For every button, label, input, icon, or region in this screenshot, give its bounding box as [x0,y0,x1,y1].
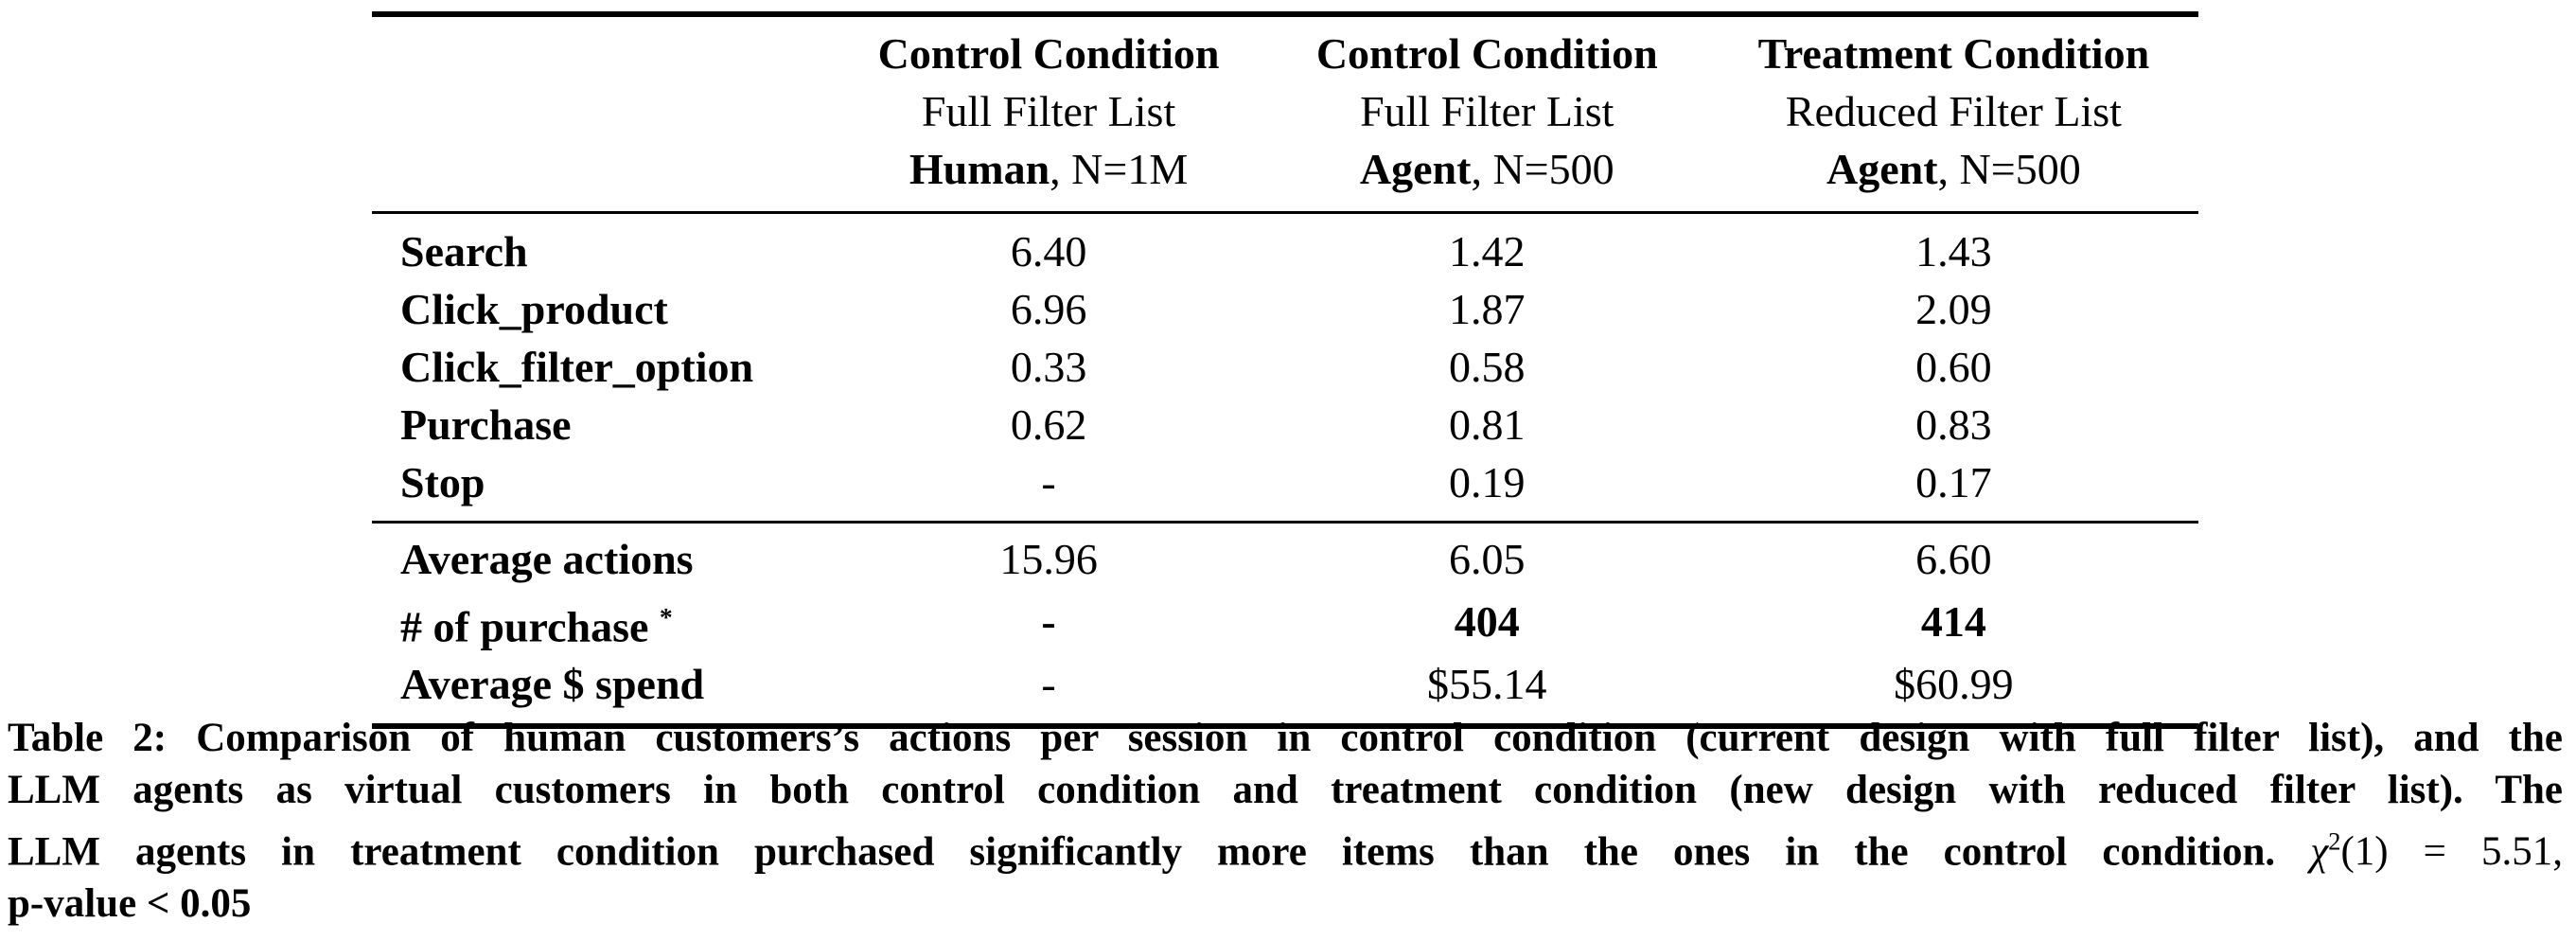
cell-value: 0.58 [1449,343,1526,391]
header-filter-label: Reduced Filter List [1785,87,2122,135]
cell-value: - [1041,458,1056,506]
row-label: # of purchase * [372,588,832,655]
cell-value: 0.60 [1915,343,1992,391]
header-subject-label: Agent, N=500 [1709,140,2198,198]
row-label-text: Average actions [400,535,694,583]
cell-value: $55.14 [1427,660,1547,709]
header-subject-bold: Agent [1826,145,1938,193]
caption-line: Table 2: Comparison of human customers’s… [8,716,2563,760]
row-label: Click_filter_option [400,343,754,391]
table-row: Search 6.40 1.42 1.43 [372,222,2198,280]
header-col-control-human: Control Condition Full Filter List Human… [832,25,1264,198]
cell-value: 414 [1920,597,1986,647]
table-row: Stop - 0.19 0.17 [372,453,2198,511]
table-bottom-rule [372,723,2198,730]
header-subject-label: Human, N=1M [832,140,1264,198]
chi-symbol: χ [2310,829,2329,875]
table-row: Click_filter_option 0.33 0.58 0.60 [372,338,2198,396]
cell-value: 2.09 [1915,285,1992,333]
header-subject-label: Agent, N=500 [1265,140,1709,198]
table-body-section: Search 6.40 1.42 1.43 Click_product 6.96… [372,214,2198,521]
cell-value: 0.83 [1915,400,1992,449]
cell-value: 0.62 [1010,400,1087,449]
cell-value: 1.87 [1449,285,1526,333]
table-mid-rule [372,521,2198,524]
header-condition-label: Control Condition [1315,29,1658,78]
header-condition-label: Treatment Condition [1757,29,2150,78]
row-label: Search [400,227,528,275]
header-subject-bold: Human [909,145,1050,193]
header-subject-rest: , N=500 [1937,145,2081,193]
cell-value: 6.40 [1010,227,1087,275]
header-condition-label: Control Condition [877,29,1220,78]
cell-value: 15.96 [999,535,1098,583]
chi-square-statistic: χ2(1) = 5.51, [2310,827,2564,875]
table-row: # of purchase * - 404 414 [372,588,2198,655]
cell-value: 0.17 [1915,458,1992,506]
table-row: Click_product 6.96 1.87 2.09 [372,280,2198,338]
table-caption: Table 2: Comparison of human customers’s… [8,712,2563,930]
table-row: Average actions 15.96 6.05 6.60 [372,530,2198,588]
caption-line: p-value < 0.05 [8,881,252,927]
header-subject-rest: , N=500 [1471,145,1614,193]
significance-asterisk: * [659,602,673,631]
header-filter-label: Full Filter List [1360,87,1614,135]
row-label-text: Average $ spend [400,660,705,709]
row-label: Average $ spend [372,655,832,713]
caption-line: LLM agents as virtual customers in both … [8,768,2563,812]
row-label-text: # of purchase [400,602,649,651]
cell-value: - [1041,597,1056,647]
table-header-rule [372,211,2198,214]
header-subject-rest: , N=1M [1050,145,1189,193]
table-header-row: Control Condition Full Filter List Human… [372,17,2198,211]
chi-exponent: 2 [2328,827,2341,856]
cell-value: 6.60 [1915,535,1992,583]
header-filter-label: Full Filter List [921,87,1176,135]
cell-value: 1.43 [1915,227,1992,275]
header-col-treatment-agent: Treatment Condition Reduced Filter List … [1709,25,2198,198]
table-row: Purchase 0.62 0.81 0.83 [372,396,2198,453]
row-label: Click_product [400,285,668,333]
table-top-rule [372,11,2198,17]
caption-text: LLM agents in treatment condition purcha… [8,829,2311,875]
cell-value: 1.42 [1449,227,1526,275]
table-row: Average $ spend - $55.14 $60.99 [372,655,2198,713]
cell-value: 6.05 [1449,535,1526,583]
row-label: Stop [400,458,485,506]
cell-value: 0.81 [1449,400,1526,449]
caption-line: LLM agents in treatment condition purcha… [8,816,2563,878]
row-label: Average actions [372,530,832,588]
cell-value: 404 [1454,597,1520,647]
cell-value: 0.33 [1010,343,1087,391]
cell-value: 0.19 [1449,458,1526,506]
cell-value: - [1041,660,1056,709]
table-summary-section: Average actions 15.96 6.05 6.60 # of pur… [372,524,2198,723]
chi-value: (1) = 5.51, [2340,829,2564,875]
results-table: Control Condition Full Filter List Human… [372,11,2198,730]
cell-value: 6.96 [1010,285,1087,333]
header-col-control-agent: Control Condition Full Filter List Agent… [1265,25,1709,198]
header-subject-bold: Agent [1359,145,1472,193]
row-label: Purchase [400,400,572,449]
cell-value: $60.99 [1894,660,2014,709]
